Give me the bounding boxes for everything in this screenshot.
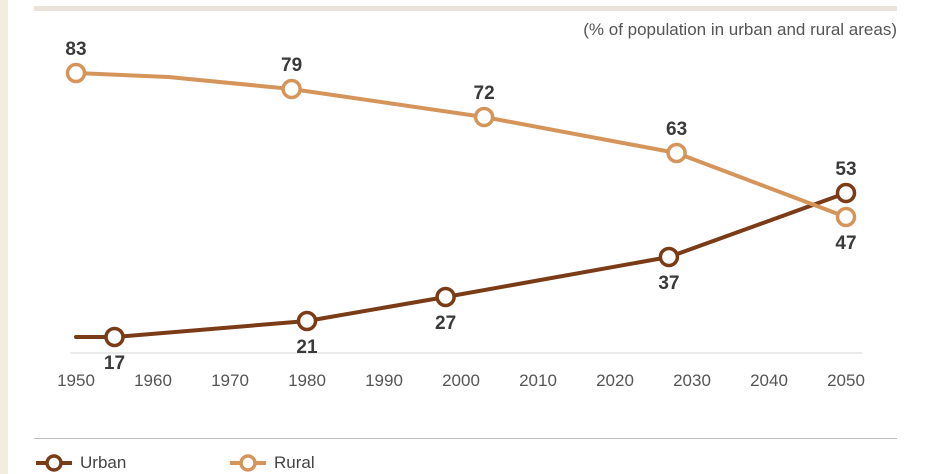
data-label-rural-2003: 72 [474,83,495,104]
data-point-urban-2050 [835,182,857,204]
legend-marker-urban-icon [36,454,72,472]
series-layer: 17 21 27 37 53 83 79 72 63 47 [65,39,856,374]
data-label-rural-1950: 83 [65,39,86,60]
data-point-urban-1955 [104,326,125,348]
data-point-rural-2028 [666,142,687,164]
x-tick-label-2020: 2020 [596,371,634,390]
x-tick-label-1990: 1990 [365,371,403,390]
series-urban: 17 21 27 37 53 [74,159,857,374]
line-chart: 1950 1960 1970 1980 1990 2000 2010 2020 2030 2040… [57,39,865,390]
data-label-rural-2028: 63 [666,119,687,140]
legend-item-urban: Urban [34,452,126,474]
data-point-rural-2050 [835,206,857,228]
legend-item-rural: Rural [228,452,315,474]
x-tick-label-2030: 2030 [673,371,711,390]
data-label-urban-1998: 27 [435,313,456,334]
series-line-urban [74,191,848,339]
left-accent-bar [0,0,8,474]
legend-marker-rural-icon [230,454,266,472]
data-label-urban-1955: 17 [104,353,125,374]
x-tick-label-1980: 1980 [288,371,326,390]
chart-subtitle: (% of population in urban and rural area… [583,20,897,39]
data-label-rural-2050: 47 [835,233,856,254]
data-point-rural-2003 [473,106,495,128]
data-label-rural-1978: 79 [281,55,302,76]
x-tick-label-1950: 1950 [57,371,95,390]
legend-rule [34,438,897,439]
x-axis-tick-labels: 1950 1960 1970 1980 1990 2000 2010 2020 2030 2040… [57,371,865,390]
data-point-urban-1998 [435,286,456,308]
data-label-urban-2050: 53 [835,159,856,180]
data-label-urban-1980: 21 [296,337,318,358]
legend-label-rural: Rural [274,453,315,472]
top-rule [34,6,897,11]
x-tick-label-2040: 2040 [750,371,788,390]
series-line-rural [74,71,848,219]
data-point-urban-1980 [296,310,318,332]
x-tick-label-2050: 2050 [827,371,865,390]
data-point-urban-2027 [658,246,680,268]
series-rural: 83 79 72 63 47 [65,39,856,254]
x-tick-label-2000: 2000 [442,371,480,390]
x-tick-label-1960: 1960 [134,371,172,390]
legend-label-urban: Urban [80,453,127,472]
data-point-rural-1978 [281,78,302,100]
x-tick-label-2010: 2010 [519,371,557,390]
data-point-rural-1950 [65,62,87,84]
data-label-urban-2027: 37 [658,273,679,294]
x-tick-label-1970: 1970 [211,371,249,390]
